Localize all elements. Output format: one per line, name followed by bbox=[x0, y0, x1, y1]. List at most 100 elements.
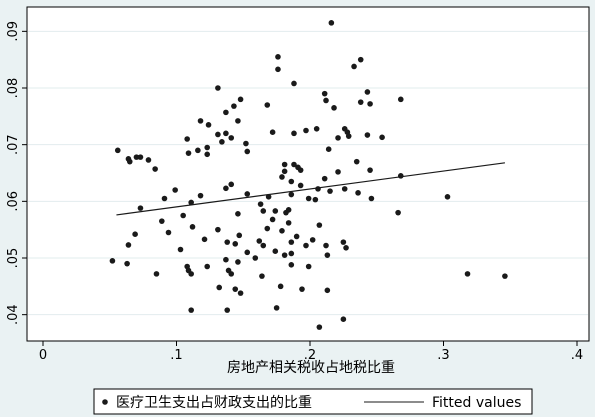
scatter-point bbox=[279, 174, 285, 180]
scatter-point bbox=[133, 154, 140, 160]
scatter-point bbox=[195, 147, 201, 154]
scatter-point bbox=[269, 216, 276, 223]
scatter-point bbox=[137, 154, 144, 160]
scatter-point bbox=[216, 284, 223, 291]
scatter-point bbox=[395, 209, 401, 216]
scatter-point bbox=[137, 205, 144, 211]
scatter-point bbox=[259, 273, 265, 279]
scatter-point bbox=[297, 167, 304, 173]
scatter-point bbox=[244, 148, 251, 155]
scatter-point bbox=[309, 237, 316, 243]
scatter-point bbox=[357, 99, 364, 105]
scatter-point bbox=[288, 191, 295, 198]
scatter-point bbox=[235, 211, 241, 217]
scatter-point bbox=[224, 307, 231, 313]
scatter-point bbox=[224, 239, 231, 245]
plot-area bbox=[26, 6, 590, 342]
scatter-point bbox=[223, 256, 229, 263]
scatter-point bbox=[188, 307, 194, 313]
scatter-point bbox=[205, 122, 212, 128]
scatter-point bbox=[180, 212, 186, 219]
scatter-point bbox=[204, 144, 211, 151]
scatter-point bbox=[275, 66, 281, 73]
y-tick-label: .08 bbox=[6, 78, 21, 99]
scatter-point bbox=[231, 103, 237, 109]
scatter-point bbox=[397, 96, 404, 103]
scatter-point bbox=[324, 252, 331, 258]
scatter-point bbox=[204, 151, 211, 158]
scatter-point bbox=[299, 286, 305, 292]
scatter-point bbox=[236, 232, 243, 239]
y-tick-label: .07 bbox=[6, 134, 21, 155]
scatter-point bbox=[159, 218, 165, 224]
scatter-point bbox=[165, 229, 172, 236]
legend-line-label: Fitted values bbox=[432, 395, 521, 411]
scatter-point bbox=[215, 85, 221, 91]
scatter-point bbox=[223, 130, 229, 137]
scatter-point bbox=[324, 287, 331, 294]
scatter-point bbox=[244, 191, 251, 197]
scatter-point bbox=[343, 245, 349, 251]
axis-ticks: .04 .05 .06 .07 .08 .09 0 .1 .2 .3 .4 bbox=[6, 21, 583, 363]
scatter-point bbox=[355, 190, 361, 196]
scatter-point bbox=[252, 255, 259, 261]
x-tick-label: 0 bbox=[39, 348, 47, 363]
scatter-point bbox=[197, 118, 204, 124]
scatter-point bbox=[204, 263, 211, 270]
scatter-point bbox=[244, 249, 251, 256]
legend-box bbox=[93, 388, 533, 415]
scatter-point bbox=[153, 271, 160, 277]
scatter-point bbox=[303, 127, 309, 134]
scatter-point bbox=[341, 186, 348, 192]
scatter-point bbox=[235, 259, 241, 265]
fitted-line bbox=[116, 162, 505, 216]
scatter-point bbox=[368, 195, 375, 202]
scatter-point bbox=[291, 80, 297, 87]
scatter-point bbox=[327, 188, 333, 194]
scatter-point bbox=[219, 139, 225, 145]
scatter-point bbox=[272, 208, 279, 214]
scatter-point bbox=[323, 242, 329, 249]
scatter-point bbox=[197, 192, 204, 199]
scatter-point bbox=[291, 130, 297, 137]
scatter-point bbox=[464, 271, 471, 277]
scatter-point bbox=[172, 187, 178, 193]
scatter-point bbox=[265, 194, 272, 200]
legend-scatter-marker bbox=[102, 399, 108, 405]
scatter-point bbox=[303, 242, 309, 249]
scatter-point bbox=[325, 146, 332, 152]
scatter-point bbox=[272, 248, 279, 254]
scatter-point bbox=[215, 131, 221, 138]
scatter-point bbox=[313, 126, 320, 132]
scatter-point bbox=[264, 225, 271, 232]
scatter-point bbox=[177, 246, 184, 253]
y-tick-label: .04 bbox=[6, 304, 21, 325]
legend: 医疗卫生支出占财政支出的比重 Fitted values bbox=[93, 388, 533, 415]
scatter-points bbox=[109, 20, 508, 330]
x-tick-label: .2 bbox=[304, 348, 316, 363]
scatter-point bbox=[257, 201, 264, 207]
scatter-point bbox=[237, 96, 244, 103]
scatter-point bbox=[260, 208, 267, 214]
scatter-point bbox=[125, 156, 132, 162]
scatter-point bbox=[201, 236, 208, 243]
scatter-point bbox=[335, 135, 341, 141]
scatter-point bbox=[260, 242, 267, 249]
x-tick-label: .3 bbox=[437, 348, 449, 363]
scatter-point bbox=[367, 101, 373, 107]
scatter-point bbox=[316, 222, 323, 228]
scatter-point bbox=[291, 161, 297, 168]
scatter-point bbox=[285, 207, 292, 213]
scatter-point bbox=[288, 262, 295, 268]
scatter-point bbox=[444, 194, 451, 200]
scatter-point bbox=[321, 90, 328, 97]
scatter-point bbox=[305, 263, 312, 270]
scatter-point bbox=[184, 136, 190, 142]
scatter-point bbox=[124, 260, 130, 267]
scatter-point bbox=[237, 290, 244, 296]
scatter-point bbox=[273, 305, 280, 311]
scatter-point bbox=[275, 54, 281, 60]
scatter-point bbox=[228, 135, 235, 141]
scatter-point bbox=[161, 195, 168, 202]
